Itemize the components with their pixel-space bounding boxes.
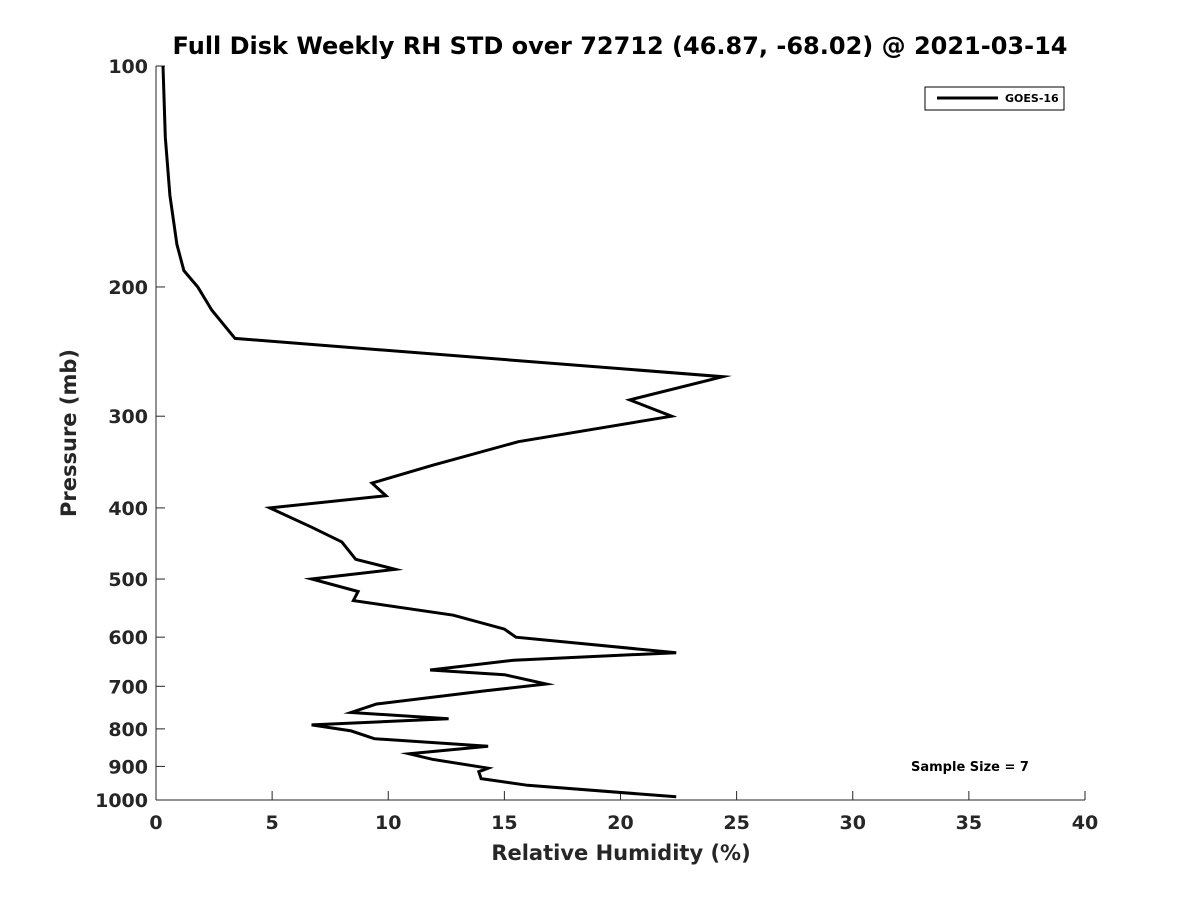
chart-title: Full Disk Weekly RH STD over 72712 (46.8… bbox=[173, 32, 1068, 60]
y-axis-ticks: 100 200 300 400 500 600 700 800 900 1000 bbox=[95, 56, 165, 812]
sample-size-annotation: Sample Size = 7 bbox=[911, 760, 1029, 775]
y-tick-label: 1000 bbox=[95, 790, 148, 812]
x-axis-ticks: 0 5 10 15 20 25 30 35 40 bbox=[149, 791, 1098, 834]
y-tick-label: 700 bbox=[108, 676, 148, 698]
y-tick-label: 900 bbox=[108, 756, 148, 778]
x-tick-label: 25 bbox=[723, 812, 749, 834]
y-tick-label: 400 bbox=[108, 498, 148, 520]
x-tick-label: 5 bbox=[266, 812, 279, 834]
series-layer bbox=[161, 65, 732, 799]
y-axis-label: Pressure (mb) bbox=[57, 349, 81, 517]
x-tick-label: 20 bbox=[607, 812, 633, 834]
y-tick-label: 500 bbox=[108, 569, 148, 591]
x-tick-label: 15 bbox=[491, 812, 517, 834]
x-tick-label: 40 bbox=[1072, 812, 1098, 834]
y-tick-label: 300 bbox=[108, 406, 148, 428]
x-tick-label: 35 bbox=[956, 812, 982, 834]
y-tick-label: 600 bbox=[108, 627, 148, 649]
y-tick-label: 200 bbox=[108, 277, 148, 299]
x-tick-label: 0 bbox=[149, 812, 162, 834]
legend-label: GOES-16 bbox=[1005, 92, 1059, 105]
legend: GOES-16 bbox=[924, 86, 1065, 111]
series-line-goes-16 bbox=[161, 65, 732, 799]
y-tick-label: 100 bbox=[108, 56, 148, 78]
x-tick-label: 10 bbox=[375, 812, 401, 834]
y-tick-label: 800 bbox=[108, 719, 148, 741]
x-tick-label: 30 bbox=[840, 812, 866, 834]
x-axis-label: Relative Humidity (%) bbox=[491, 841, 750, 865]
plot-axes bbox=[155, 66, 1085, 801]
